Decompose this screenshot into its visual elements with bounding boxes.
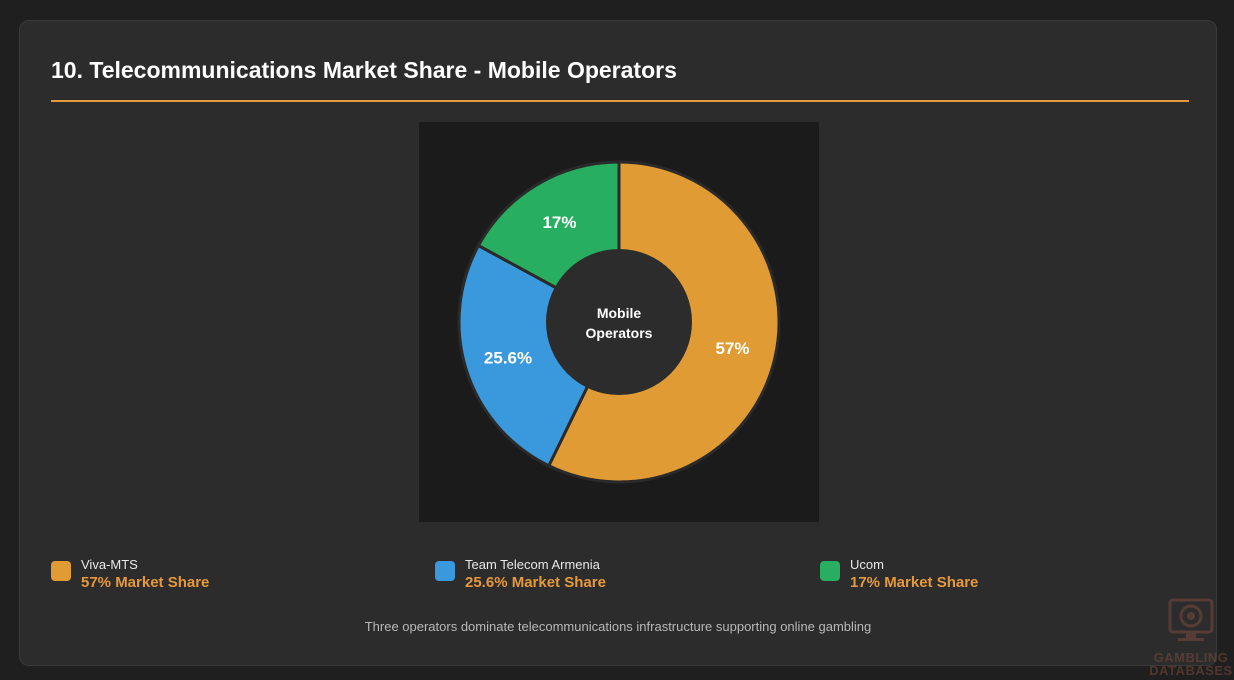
watermark-logo: GAMBLING DATABASES [1148, 594, 1234, 680]
slice-label-viva-mts: 57% [715, 339, 749, 358]
legend-share: 57% Market Share [81, 574, 210, 591]
slice-label-team-telecom-armenia: 25.6% [484, 348, 532, 367]
legend-share: 17% Market Share [850, 574, 979, 591]
chart-card: 10. Telecommunications Market Share - Mo… [19, 20, 1217, 666]
legend-name: Viva-MTS [81, 557, 138, 572]
legend-swatch-viva-mts [51, 561, 71, 581]
casino-chip-monitor-icon [1168, 598, 1214, 641]
watermark-text-line1: GAMBLING [1153, 650, 1229, 665]
legend-swatch-team-telecom-armenia [435, 561, 455, 581]
center-label-line-2: Operators [586, 325, 653, 341]
watermark-text-line2: DATABASES [1149, 663, 1233, 678]
legend-swatch-ucom [820, 561, 840, 581]
legend-name: Team Telecom Armenia [465, 557, 600, 572]
legend-share: 25.6% Market Share [465, 574, 606, 591]
chart-footnote: Three operators dominate telecommunicati… [364, 619, 872, 634]
legend-name: Ucom [850, 557, 884, 572]
slice-label-ucom: 17% [542, 213, 576, 232]
donut-hole [546, 249, 692, 395]
center-label-line-1: Mobile [597, 305, 642, 321]
title-divider [51, 100, 1189, 102]
chart-title: 10. Telecommunications Market Share - Mo… [51, 57, 677, 83]
donut-chart: 57% 25.6% 17% Mobile Operators [457, 160, 781, 484]
donut-chart-container: 57% 25.6% 17% Mobile Operators [419, 122, 819, 522]
